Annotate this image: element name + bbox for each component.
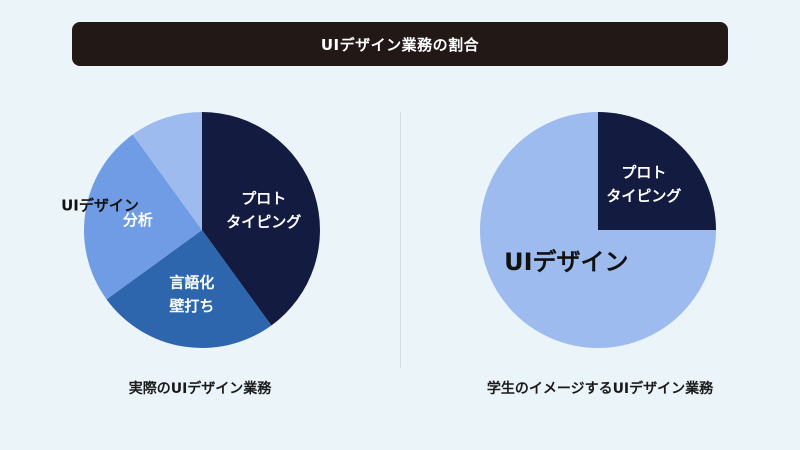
left-chart-caption: 実際のUIデザイン業務 <box>128 381 272 397</box>
pie1-slice-1 <box>202 112 321 326</box>
pie1-slice-1-label: プロトタイピング <box>226 190 301 231</box>
pie2-slice-2 <box>480 112 716 348</box>
pie1-slice-4 <box>132 112 202 230</box>
chart-title: UIデザイン業務の割合 <box>320 35 480 54</box>
pie1-slice-3 <box>83 134 202 300</box>
chart-title-bar: UIデザイン業務の割合 <box>72 22 728 66</box>
pie1-slice-3-label: 分析 <box>123 211 153 229</box>
pie1-slice-2-label: 言語化壁打ち <box>169 274 214 315</box>
section-divider <box>400 112 401 368</box>
right-chart-caption: 学生のイメージするUIデザイン業務 <box>486 381 714 397</box>
pie2-slice-2-label: UIデザイン <box>504 248 628 276</box>
pie2-slice-1-label: プロトタイピング <box>606 164 681 205</box>
pie1-slice-4-label: UIデザイン <box>61 196 139 214</box>
pie2-slice-1 <box>598 112 716 230</box>
pie1-slice-2 <box>106 230 272 348</box>
